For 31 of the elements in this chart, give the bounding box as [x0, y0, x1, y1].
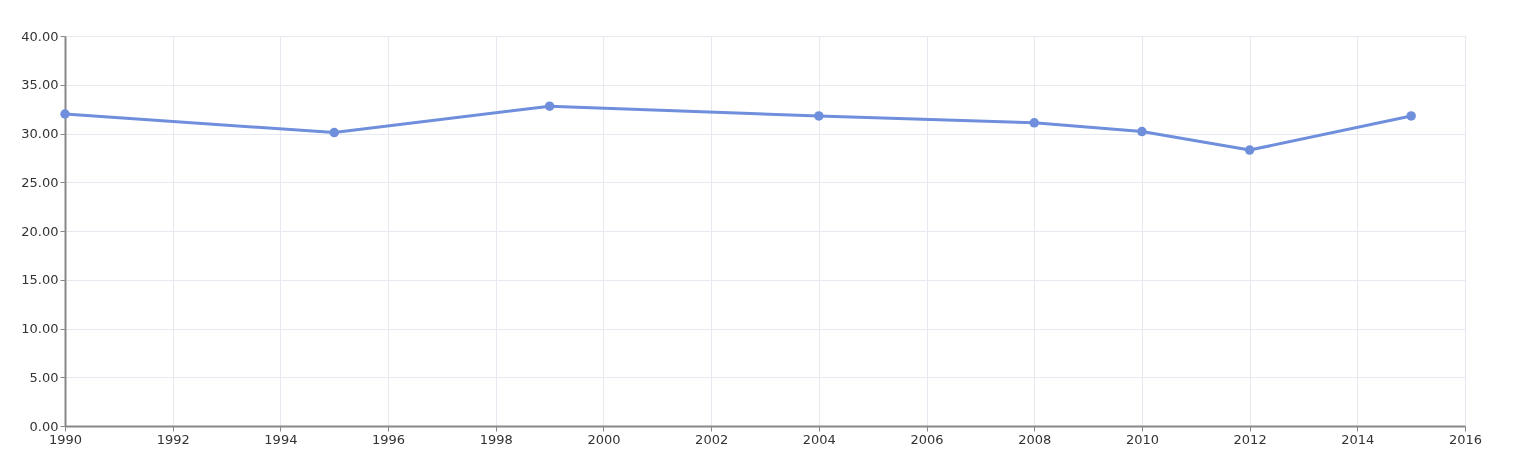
y-tick-label: 40.00: [21, 28, 59, 44]
x-tick-label: 2012: [1233, 431, 1267, 447]
y-tick-label: 35.00: [21, 77, 59, 93]
y-tick-label: 20.00: [21, 223, 59, 239]
y-tick-label: 25.00: [21, 174, 59, 190]
x-tick-label: 2014: [1341, 431, 1375, 447]
point: [544, 101, 555, 111]
point: [1244, 145, 1255, 155]
x-tick-label: 2016: [1448, 431, 1483, 447]
y-tick-label: 0.00: [29, 418, 59, 434]
x-tick-label: 1990: [48, 431, 83, 447]
point: [329, 127, 339, 138]
x-tick-label: 1992: [156, 431, 190, 447]
point: [1029, 118, 1039, 128]
x-tick-label: 2008: [1018, 431, 1052, 447]
x-tick-label: 2000: [587, 431, 621, 447]
point: [60, 109, 70, 119]
y-tick-label: 5.00: [29, 369, 59, 385]
point: [814, 111, 824, 121]
x-tick-label: 2002: [695, 431, 729, 447]
y-tick-label: 30.00: [21, 126, 59, 141]
y-tick-label: 10.00: [21, 321, 59, 336]
x-tick-label: 2006: [910, 431, 944, 447]
x-tick-label: 2004: [802, 431, 836, 447]
point: [1406, 111, 1416, 121]
point: [1137, 126, 1147, 137]
x-tick-label: 1996: [372, 431, 406, 447]
y-tick-label: 15.00: [21, 272, 59, 288]
x-tick-label: 1998: [479, 431, 513, 447]
x-tick-label: 1994: [264, 431, 298, 447]
x-tick-label: 2010: [1125, 431, 1159, 447]
